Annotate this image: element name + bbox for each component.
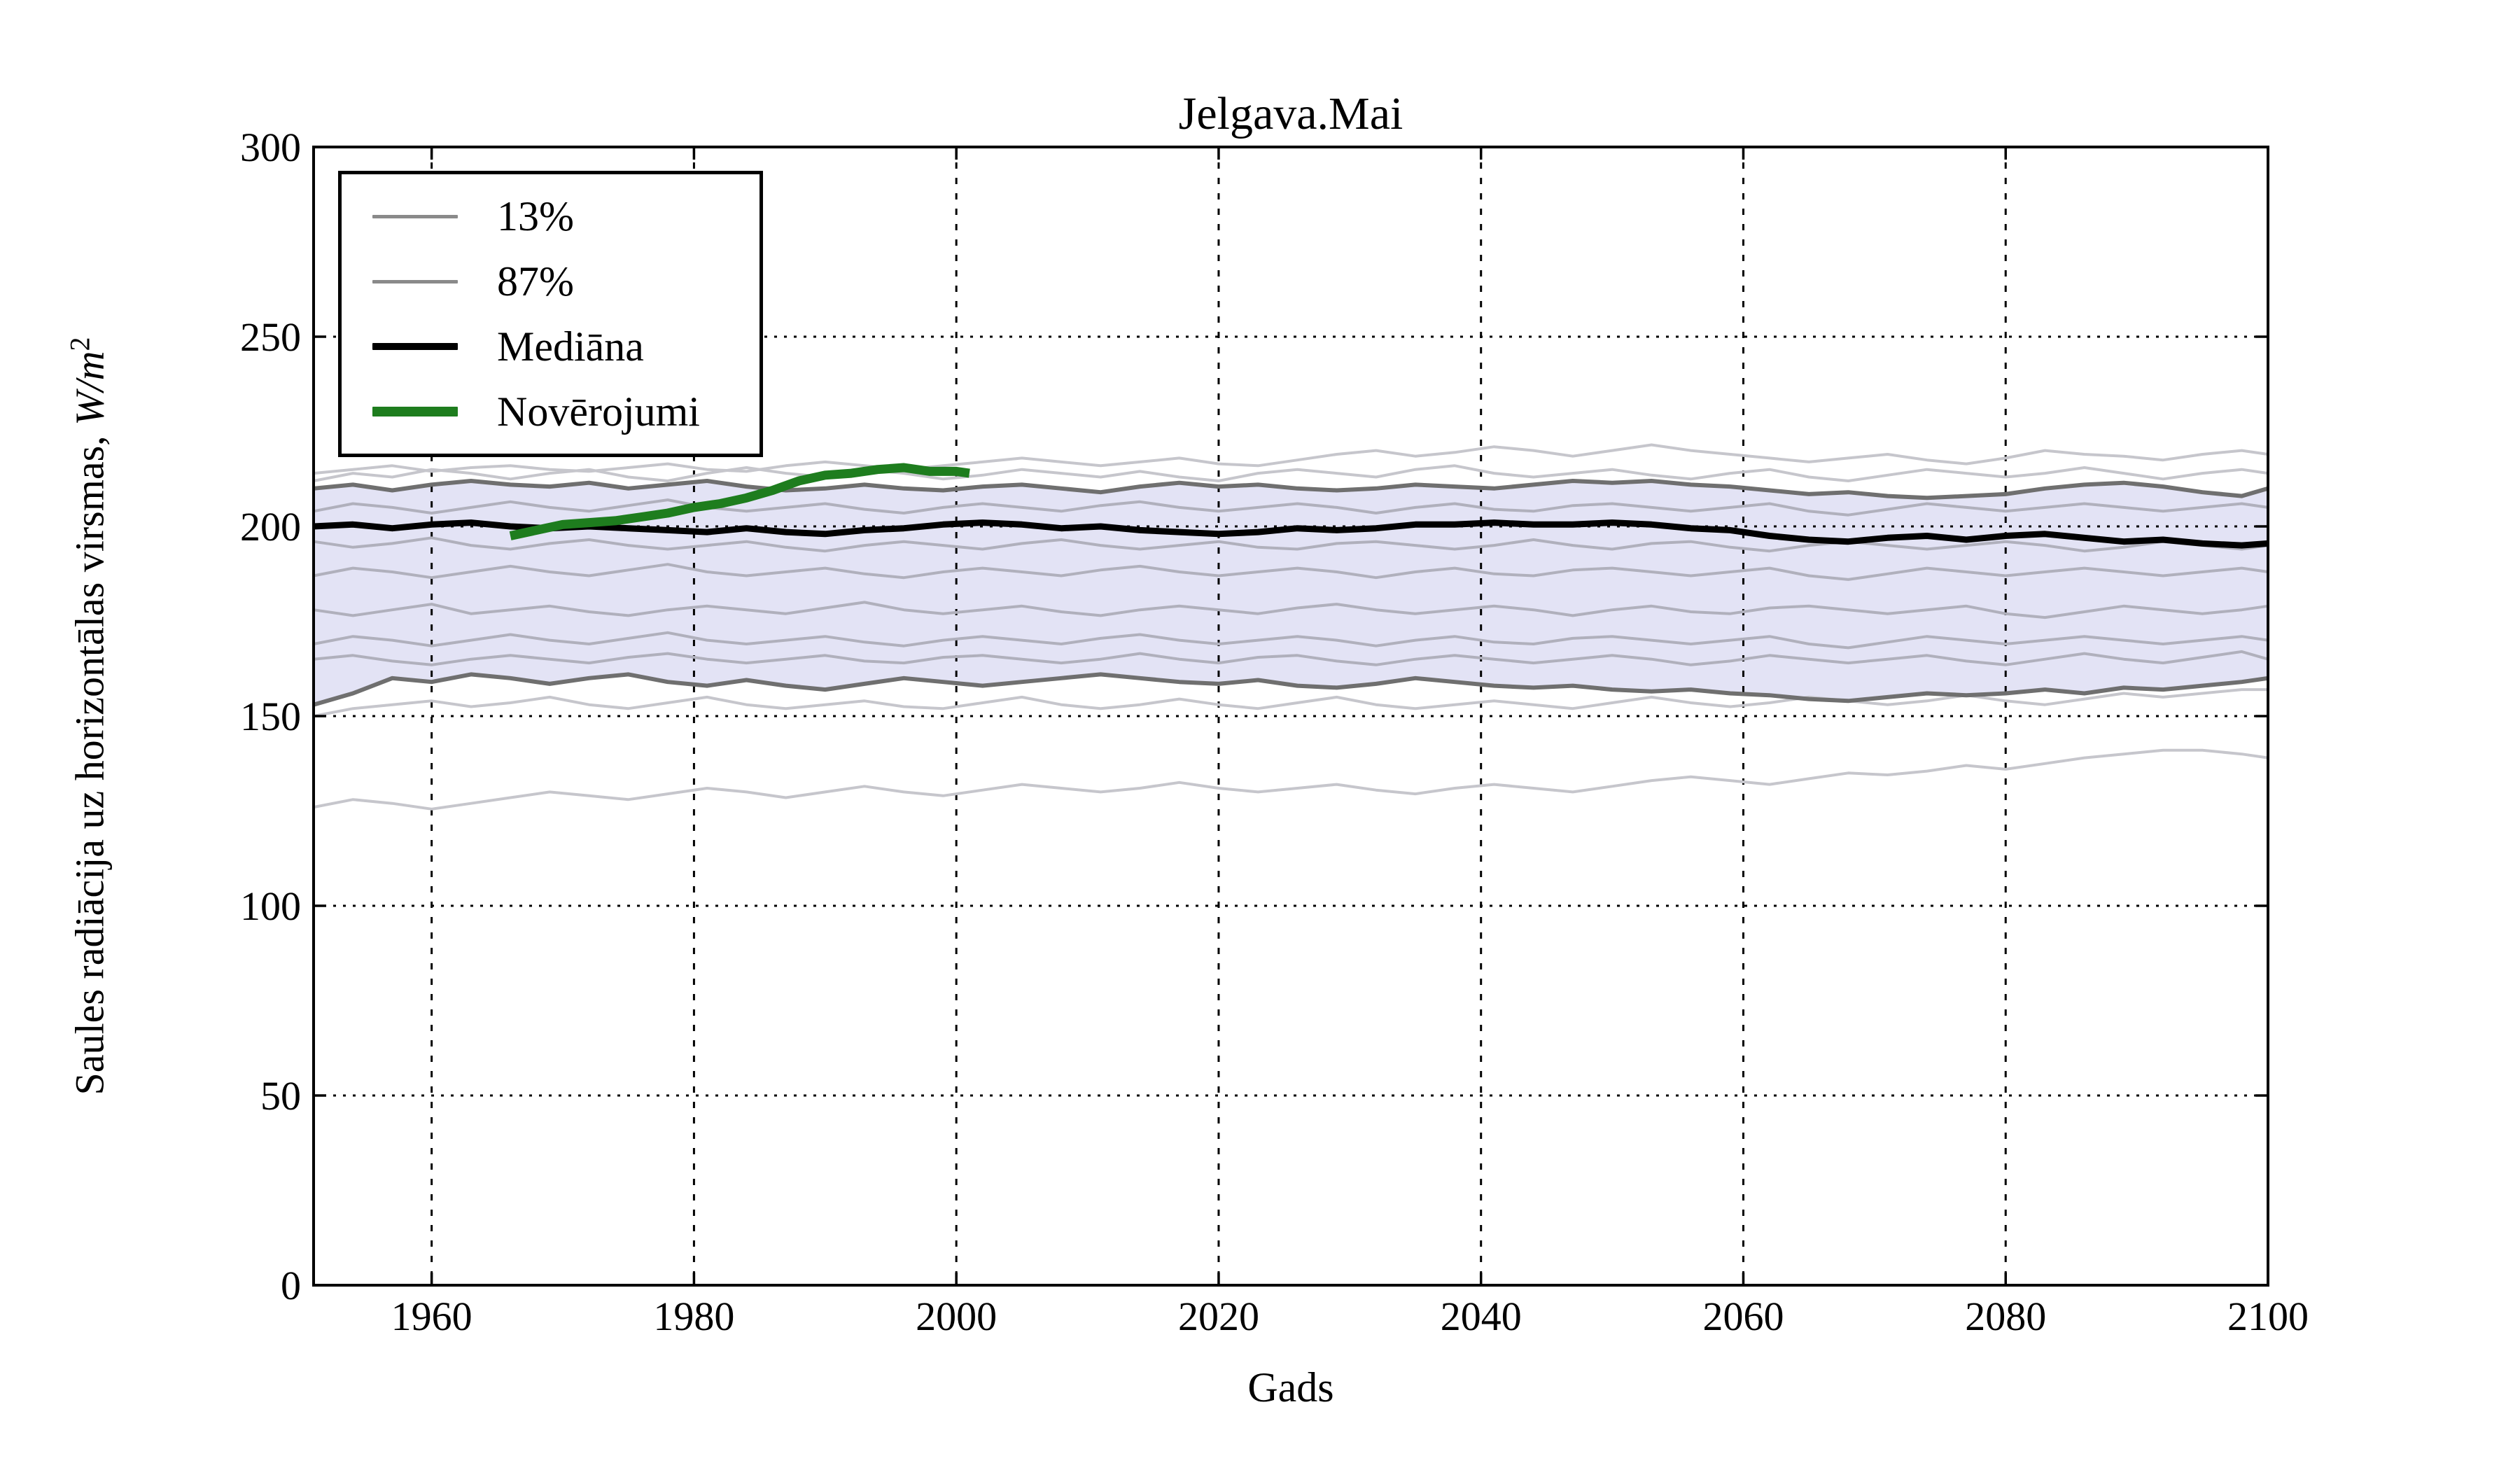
legend-item-nov-rojumi: Novērojumi	[342, 379, 760, 444]
legend-label: 87%	[497, 258, 574, 305]
legend-item-87-: 87%	[342, 249, 760, 314]
series-ens1-line	[313, 443, 2269, 475]
x-tick-label-2060: 2060	[1702, 1294, 1784, 1339]
chart-title: Jelgava.Mai	[1178, 88, 1404, 139]
legend-label: 13%	[497, 193, 574, 240]
legend-swatch-1	[372, 279, 458, 284]
legend: 13% 87% Mediāna Novērojumi	[338, 171, 763, 457]
y-axis-label: Saules radiācija uz horizontālas virsmas…	[64, 337, 113, 1096]
legend-swatch-2	[372, 342, 458, 350]
x-tick-label-2040: 2040	[1441, 1294, 1522, 1339]
y-tick-label-150: 150	[240, 694, 301, 739]
x-tick-label-2100: 2100	[2227, 1294, 2309, 1339]
y-axis-label-unit: W/m	[66, 351, 113, 426]
observations-line	[509, 463, 970, 540]
x-tick-label-2020: 2020	[1178, 1294, 1259, 1339]
series-ens7-line	[313, 631, 2269, 650]
legend-label: Mediāna	[497, 323, 644, 370]
series-ens6-line	[313, 601, 2269, 620]
x-axis-label: Gads	[1247, 1364, 1334, 1410]
series-median-line	[313, 519, 2269, 549]
legend-label: Novērojumi	[497, 388, 700, 435]
legend-item-13-: 13%	[342, 184, 760, 248]
y-tick-label-200: 200	[240, 504, 301, 550]
series-p87-line	[313, 479, 2269, 500]
series-ens2-line	[313, 464, 2269, 482]
series-ens10-line	[313, 748, 2269, 811]
series-ens8-line	[313, 650, 2269, 666]
legend-swatch-0	[372, 214, 458, 218]
x-tick-label-2000: 2000	[916, 1294, 997, 1339]
x-tick-label-2080: 2080	[1965, 1294, 2046, 1339]
y-tick-label-0: 0	[281, 1263, 301, 1308]
y-tick-label-50: 50	[260, 1073, 301, 1119]
y-axis-label-text: Saules radiācija uz horizontālas virsmas…	[66, 425, 113, 1096]
percentile-band-fill	[314, 481, 2268, 705]
y-tick-label-100: 100	[240, 883, 301, 929]
y-tick-label-250: 250	[240, 314, 301, 360]
series-ens9-line	[313, 688, 2268, 718]
x-tick-label-1960: 1960	[391, 1294, 472, 1339]
y-tick-label-300: 300	[240, 125, 301, 170]
series-p13-line	[313, 672, 2269, 707]
legend-swatch-3	[372, 406, 458, 416]
series-ens5-line	[313, 563, 2269, 581]
legend-item-medi-na: Mediāna	[342, 314, 760, 379]
x-tick-label-1980: 1980	[653, 1294, 734, 1339]
y-axis-label-unit-exponent: 2	[64, 337, 96, 351]
series-ens3-line	[313, 498, 2269, 517]
series-ens4-line	[313, 536, 2269, 553]
